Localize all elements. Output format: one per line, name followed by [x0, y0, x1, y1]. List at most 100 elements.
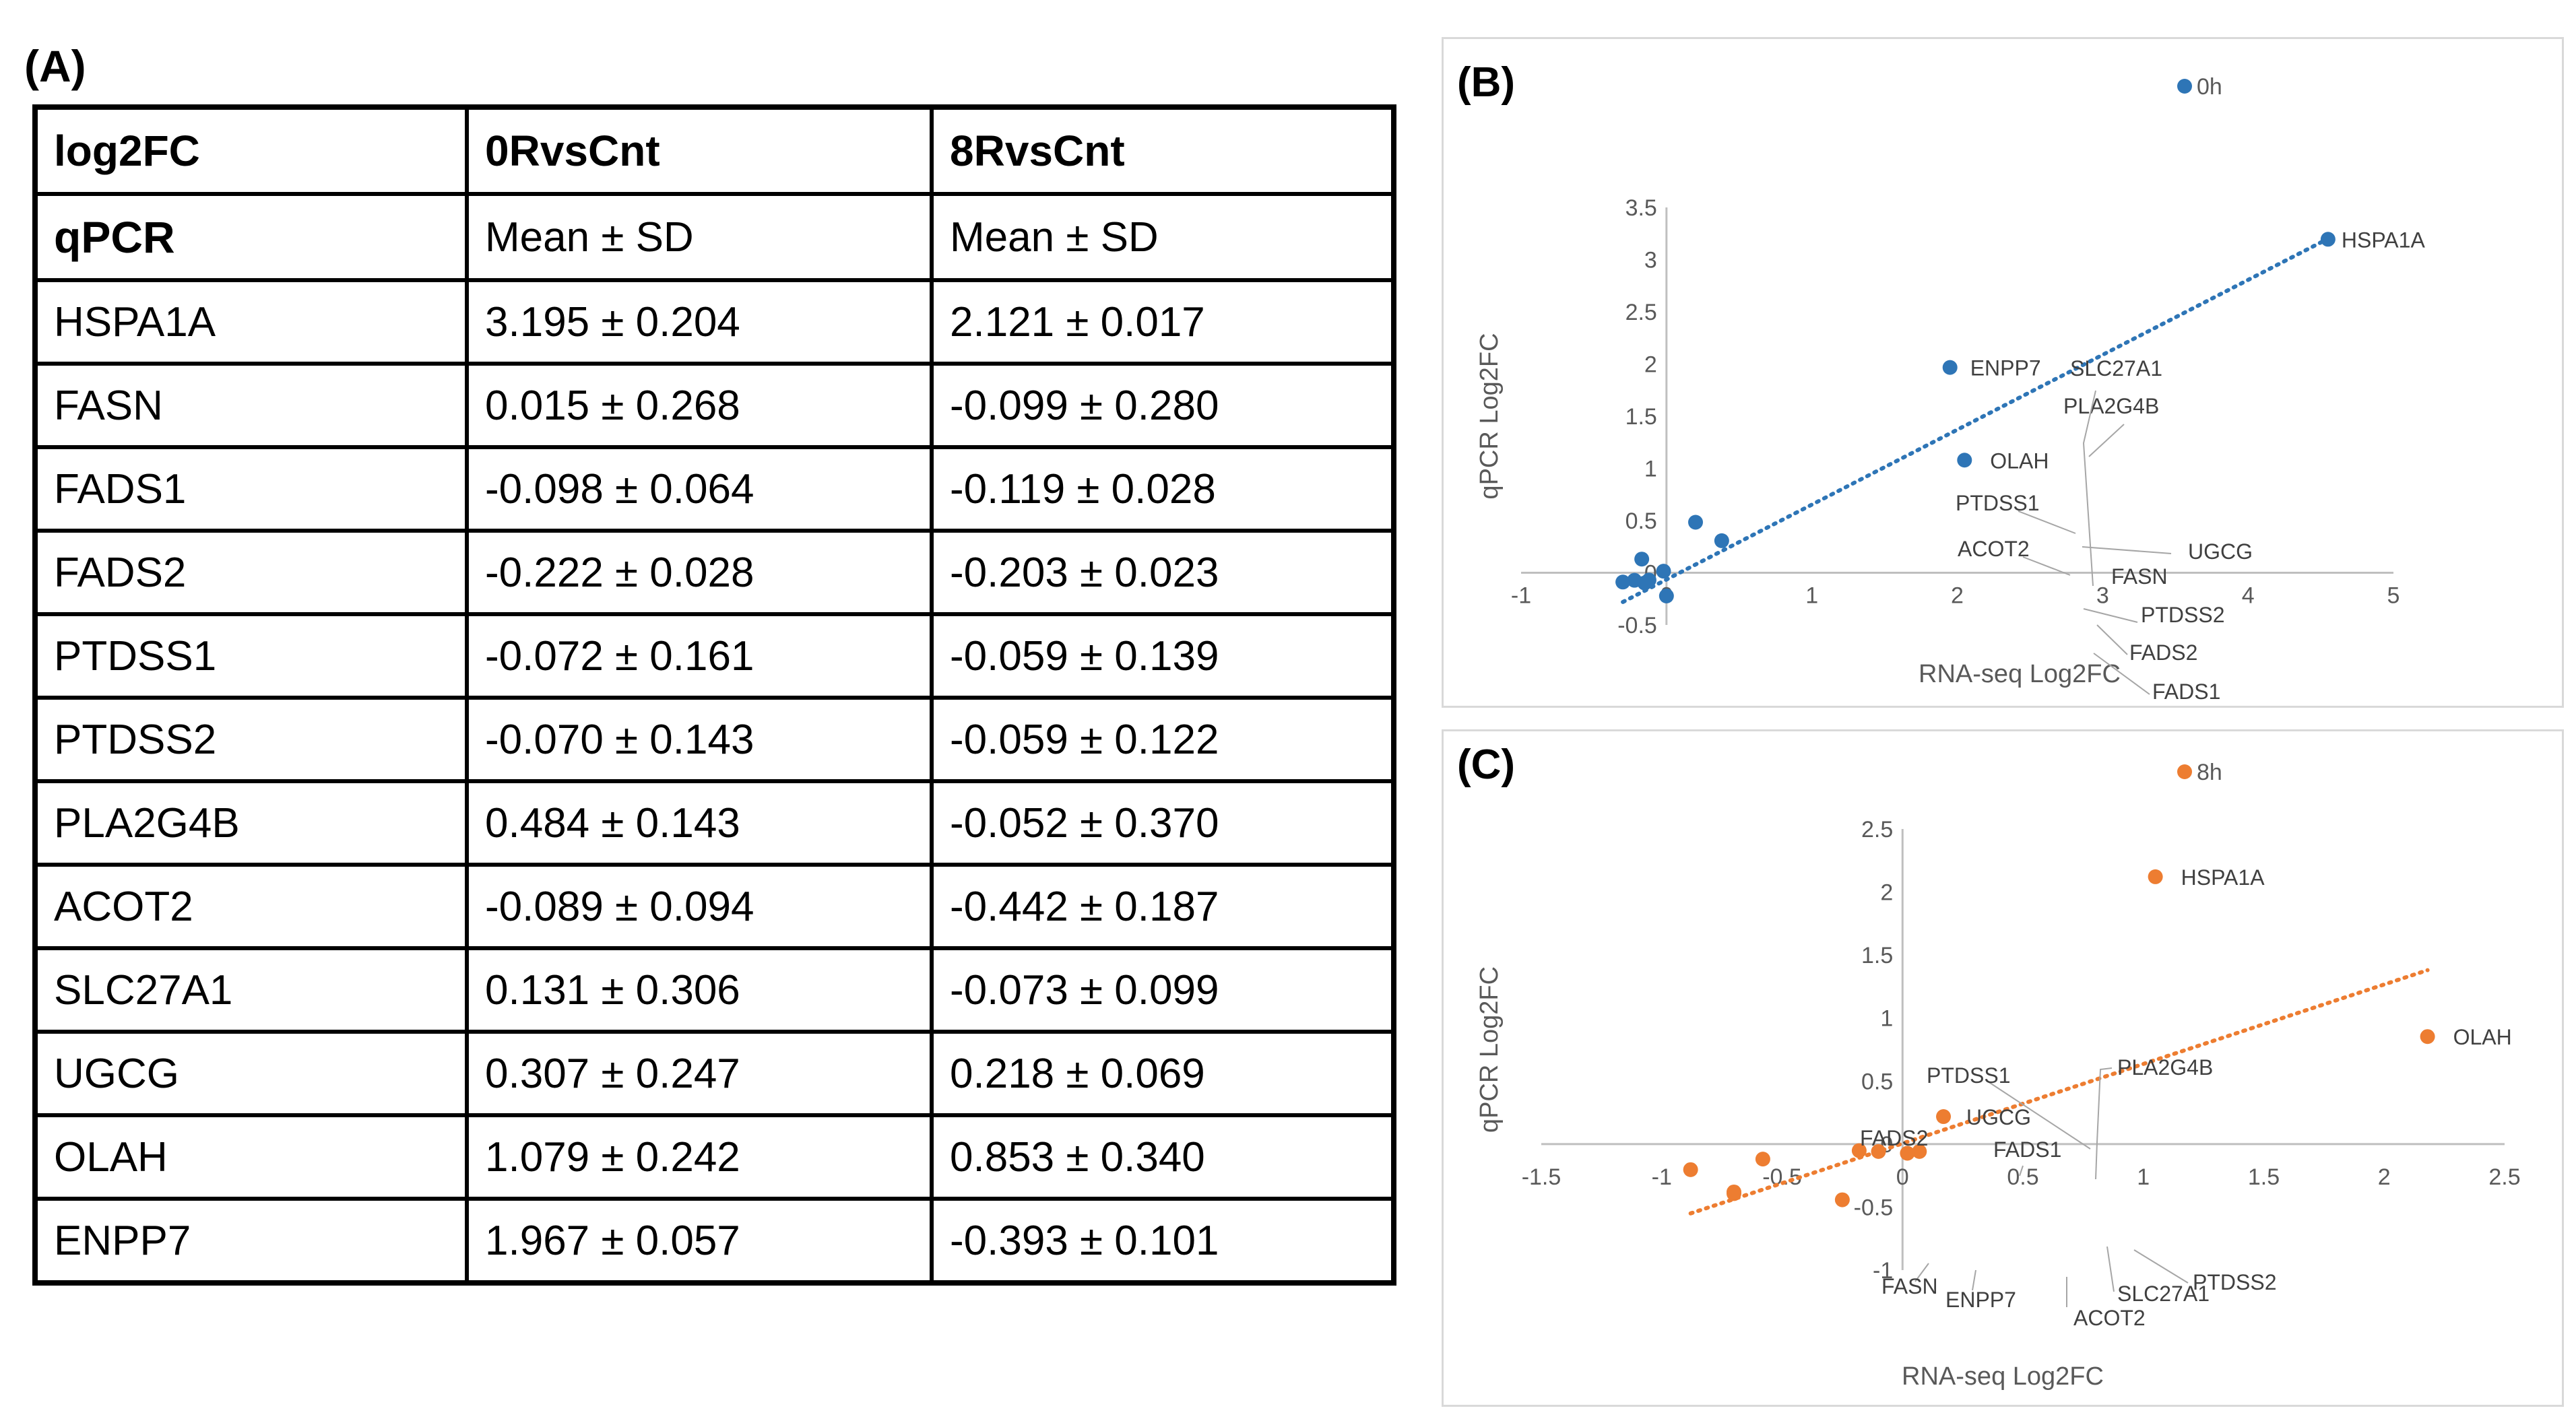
- table-cell: 0RvsCnt: [465, 105, 934, 196]
- x-tick-label: 2: [2378, 1164, 2391, 1190]
- table-cell: HSPA1A: [33, 278, 469, 366]
- leader-line: [2095, 1067, 2113, 1180]
- y-tick-label: -0.5: [1617, 613, 1657, 638]
- table-cell: 1.079 ± 0.242: [465, 1113, 934, 1201]
- table-cell: Mean ± SD: [465, 192, 934, 282]
- leader-line: [2106, 1246, 2115, 1292]
- point-label: UGCG: [2188, 539, 2253, 564]
- legend-marker: [2177, 764, 2192, 779]
- data-point: [1637, 575, 1652, 591]
- y-tick-label: -1: [1873, 1258, 1893, 1284]
- point-label: SLC27A1: [2117, 1282, 2210, 1306]
- y-tick-label: 2: [1880, 880, 1893, 906]
- chart-panel-label: (B): [1457, 59, 1515, 106]
- point-label: HSPA1A: [2342, 228, 2426, 252]
- y-axis-title: qPCR Log2FC: [1475, 966, 1504, 1133]
- x-tick-label: 2.5: [2488, 1164, 2520, 1190]
- point-label: FADS1: [2152, 680, 2220, 704]
- data-point: [1871, 1144, 1886, 1159]
- y-tick-label: 2.5: [1861, 817, 1893, 842]
- data-point: [1900, 1146, 1915, 1161]
- chart-c-svg: (C)-1.5 -1 -0.5 0 0.5 1 1.5 2 2.5-1-0.500.511.52…: [1457, 741, 2521, 1391]
- point-label: PTDSS2: [2193, 1270, 2276, 1294]
- x-tick-label: 4: [2242, 583, 2255, 609]
- chart-c-panel: (C) -1.5 -1 -0.5 0 0.5 1 1.5 2 2.5 -1 -0.5 0 0.5 1 1.5 2…: [1442, 729, 2564, 1407]
- point-label: FADS2: [2129, 640, 2197, 665]
- x-tick-label: -1: [1511, 583, 1531, 609]
- table-row: OLAH 1.079 ± 0.242 0.853 ± 0.340: [33, 1113, 1396, 1201]
- data-point: [1834, 1192, 1850, 1207]
- data-point: [1957, 453, 1972, 468]
- data-point: [1727, 1186, 1741, 1201]
- table-subheader-row: qPCR Mean ± SD Mean ± SD: [33, 192, 1396, 282]
- leader-line: [2133, 1249, 2189, 1284]
- table-cell: SLC27A1: [33, 946, 469, 1034]
- table-cell: 0.307 ± 0.247: [465, 1030, 934, 1117]
- point-label: FADS2: [1860, 1126, 1928, 1150]
- data-point: [1683, 1162, 1698, 1177]
- table-cell: -0.072 ± 0.161: [465, 612, 934, 700]
- table-cell: 3.195 ± 0.204: [465, 278, 934, 366]
- x-tick-label: 0.5: [2007, 1164, 2038, 1190]
- table-row: FADS2 -0.222 ± 0.028 -0.203 ± 0.023: [33, 529, 1396, 616]
- data-point: [2420, 1029, 2435, 1045]
- x-tick-label: 1.5: [2248, 1164, 2280, 1190]
- point-label: FADS1: [1993, 1137, 2061, 1162]
- table-cell: -0.059 ± 0.139: [930, 612, 1396, 700]
- data-point: [1755, 1152, 1770, 1167]
- table-header-row: log2FC 0RvsCnt 8RvsCnt: [33, 105, 1396, 196]
- point-label: PTDSS1: [1956, 491, 2039, 515]
- x-tick-label: 1: [2137, 1164, 2150, 1190]
- table-row: HSPA1A 3.195 ± 0.204 2.121 ± 0.017: [33, 278, 1396, 366]
- data-point: [2320, 232, 2336, 247]
- legend-label: 0h: [2197, 74, 2222, 100]
- point-label: PLA2G4B: [2063, 394, 2159, 418]
- leader-line: [2022, 556, 2071, 576]
- leader-line: [2019, 1165, 2024, 1177]
- x-tick-label: 0: [1896, 1164, 1909, 1190]
- legend-label: 8h: [2197, 760, 2222, 785]
- point-label: FASN: [1881, 1274, 1938, 1298]
- table-cell: qPCR: [33, 192, 469, 282]
- table-row: SLC27A1 0.131 ± 0.306 -0.073 ± 0.099: [33, 946, 1396, 1034]
- table-cell: 0.131 ± 0.306: [465, 946, 934, 1034]
- table-cell: OLAH: [33, 1113, 469, 1201]
- chart-panel-label: (C): [1457, 741, 1515, 788]
- y-tick-label: 3: [1644, 248, 1657, 273]
- data-point: [1656, 564, 1671, 579]
- table-cell: ACOT2: [33, 863, 469, 950]
- point-label: OLAH: [1990, 449, 2049, 473]
- table-cell: -0.052 ± 0.370: [930, 779, 1396, 867]
- table-row: PTDSS2 -0.070 ± 0.143 -0.059 ± 0.122: [33, 696, 1396, 783]
- leader-line: [2088, 424, 2125, 457]
- table-row: FASN 0.015 ± 0.268 -0.099 ± 0.280: [33, 362, 1396, 449]
- table-cell: -0.119 ± 0.028: [930, 445, 1396, 533]
- data-point: [1942, 360, 1958, 375]
- leader-line: [1985, 1080, 2091, 1150]
- leader-line: [1972, 1269, 1976, 1291]
- leader-line: [2093, 653, 2150, 695]
- table-cell: ENPP7: [33, 1197, 469, 1285]
- x-axis-title: RNA-seq Log2FC: [1902, 1362, 2104, 1391]
- leader-line: [2096, 624, 2128, 655]
- table-cell: FADS1: [33, 445, 469, 533]
- leader-line: [2018, 510, 2076, 534]
- point-label: PTDSS2: [2141, 603, 2224, 627]
- table-cell: 2.121 ± 0.017: [930, 278, 1396, 366]
- point-label: ENPP7: [1945, 1288, 2016, 1312]
- table-cell: log2FC: [33, 105, 469, 196]
- qpcr-table: log2FC 0RvsCnt 8RvsCnt qPCR Mean ± SD Mean ± …: [32, 104, 1396, 1286]
- leader-line: [2082, 390, 2096, 587]
- y-tick-label: 2.5: [1625, 300, 1657, 325]
- table-cell: -0.222 ± 0.028: [465, 529, 934, 616]
- point-label: HSPA1A: [2181, 865, 2265, 890]
- panel-a-label: (A): [24, 41, 86, 91]
- point-label: PTDSS1: [1927, 1063, 2010, 1088]
- leader-line: [2082, 546, 2172, 554]
- table-cell: 0.218 ± 0.069: [930, 1030, 1396, 1117]
- trendline: [1621, 236, 2330, 604]
- x-tick-label: 2: [1951, 583, 1964, 609]
- data-point: [2148, 869, 2163, 884]
- table-cell: Mean ± SD: [930, 192, 1396, 282]
